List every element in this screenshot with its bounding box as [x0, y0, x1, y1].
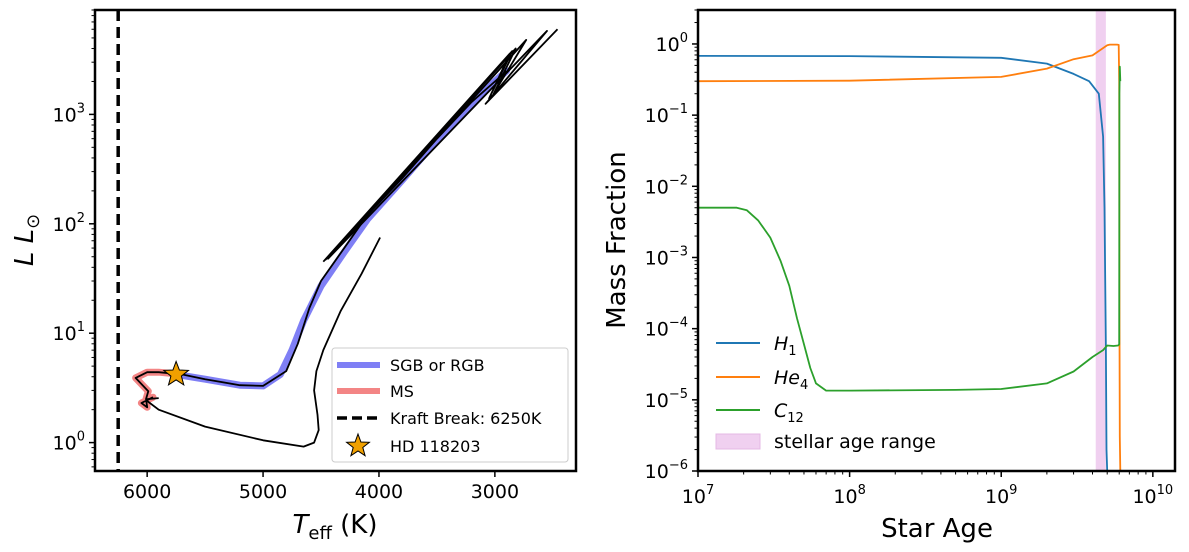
abundance-plot-area [698, 10, 1122, 471]
abundance-x-axis-label: Star Age [881, 514, 993, 544]
abundance-panel: 107 108 109 1010 100 10−1 10−2 10−3 10−4 10−5 10−… [602, 8, 1177, 544]
legend-label-he4: He4 [774, 367, 808, 393]
legend-label-kraft-break: Kraft Break: 6250K [390, 409, 542, 428]
hr-plot-area [116, 10, 559, 471]
legend-label-h1: H1 [774, 333, 797, 359]
stellar-age-range-band [1095, 10, 1106, 471]
abundance-x-tick-label: 109 [985, 483, 1017, 508]
abundance-y-ticks: 100 10−1 10−2 10−3 10−4 10−5 10−6 [645, 9, 698, 483]
abundance-y-tick-label: 10−5 [645, 387, 688, 412]
abundance-x-ticks: 107 108 109 1010 [682, 471, 1173, 508]
abundance-legend: H1 He4 C12 stellar age range [715, 333, 936, 453]
legend-label-sgb-rgb: SGB or RGB [390, 356, 485, 375]
abundance-y-tick-label: 10−6 [645, 458, 688, 483]
rgb-zigzag-track [322, 28, 559, 263]
hr-x-ticks: 6000 5000 4000 3000 [123, 471, 519, 503]
hr-x-tick-label: 5000 [239, 481, 287, 503]
legend-label-hd118203: HD 118203 [390, 437, 481, 456]
legend-label-c12: C12 [774, 400, 804, 426]
abundance-y-tick-label: 10−3 [645, 244, 688, 269]
hr-y-ticks: 100 101 102 103 [53, 9, 95, 468]
legend-swatch-age-range [715, 433, 761, 450]
hr-diagram-panel: 6000 5000 4000 3000 100 101 102 103 Teff (K) L… [10, 8, 578, 544]
abundance-y-axis-label: Mass Fraction [602, 151, 632, 329]
abundance-y-tick-label: 100 [656, 31, 688, 56]
hr-y-tick-label: 103 [53, 101, 85, 126]
legend-star-icon [345, 432, 371, 457]
ms-highlight [132, 368, 174, 411]
hr-x-tick-label: 4000 [355, 481, 403, 503]
legend-label-ms: MS [390, 382, 414, 401]
c12-abundance-line [698, 65, 1122, 392]
abundance-y-tick-label: 10−2 [645, 173, 688, 198]
abundance-y-tick-label: 10−1 [645, 102, 688, 127]
hr-y-tick-label: 101 [53, 320, 85, 345]
hr-x-tick-label: 3000 [471, 481, 519, 503]
hr-y-axis-label: L L⊙ [10, 214, 44, 266]
hr-y-tick-label: 100 [53, 430, 85, 455]
hr-y-tick-label: 102 [53, 211, 85, 236]
abundance-axes-frame [696, 8, 1177, 473]
hr-legend: SGB or RGB MS Kraft Break: 6250K HD 1182… [331, 347, 569, 463]
abundance-x-tick-label: 108 [833, 483, 865, 508]
abundance-y-tick-label: 10−4 [645, 316, 688, 341]
he4-abundance-line [698, 43, 1122, 471]
hd118203-star-marker [162, 359, 190, 387]
legend-label-age-range: stellar age range [774, 431, 936, 453]
pre-ms-track [146, 237, 381, 448]
hr-x-axis-label: Teff (K) [293, 510, 378, 544]
h1-abundance-line [698, 55, 1109, 471]
abundance-x-tick-label: 1010 [1132, 483, 1173, 508]
abundance-x-tick-label: 107 [682, 483, 714, 508]
hr-legend-box [331, 347, 569, 463]
hr-x-tick-label: 6000 [123, 481, 171, 503]
